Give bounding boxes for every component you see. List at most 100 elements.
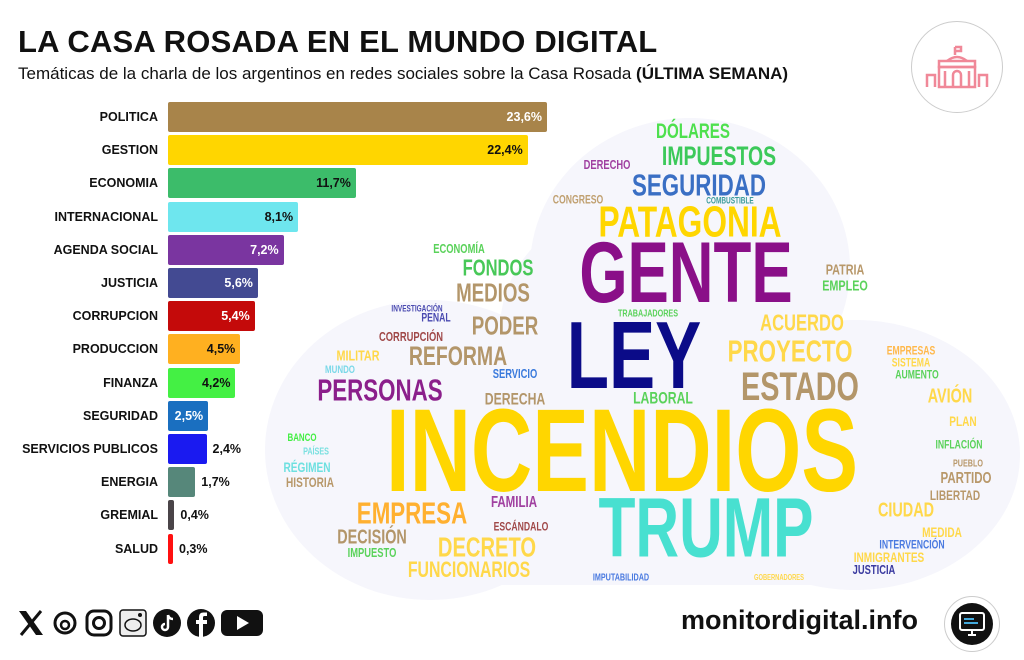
cloud-word: IMPUESTO [347,545,397,561]
category-label: ECONOMIA [89,176,158,191]
bar [168,467,196,498]
cloud-word: PAÍSES [303,446,329,458]
cloud-word: INTERVENCIÓN [879,537,945,552]
cloud-word: LIBERTAD [929,486,981,503]
cloud-word: INCENDIOS [385,384,859,517]
cloud-word: COMBUSTIBLE [706,195,754,206]
cloud-word: EMPLEO [822,277,868,295]
category-label: INTERNACIONAL [54,209,158,224]
bar [168,102,547,132]
value-label: 0,3% [179,541,208,556]
cloud-word: FONDOS [462,254,534,281]
category-label: SEGURIDAD [82,408,158,423]
value-label: 0,4% [180,508,209,523]
youtube-icon[interactable] [220,608,264,638]
cloud-word: PENAL [421,310,451,325]
reddit-icon[interactable] [118,608,148,638]
cloud-word: DECRETO [437,531,537,563]
cloud-word: ESCÁNDALO [493,519,549,534]
cloud-word: PERSONAS [317,372,443,408]
cloud-word: SERVICIO [492,366,538,382]
social-icons [16,608,264,638]
cloud-word: ACUERDO [760,309,844,336]
cloud-word: LEY [566,302,702,409]
cloud-word: CORRUPCIÓN [379,329,443,345]
site-url[interactable]: monitordigital.info [681,605,918,635]
cloud-word: INVESTIGACIÓN [391,303,443,314]
bar [168,367,236,398]
value-label: 5,6% [224,276,253,290]
bar [168,334,241,365]
cloud-word: MEDIDA [922,523,962,540]
cloud-word: IMPUESTOS [661,140,777,171]
cloud-word: GOBERNADORES [754,573,804,582]
bar [168,533,173,564]
value-label: 1,7% [201,475,230,490]
cloud-word: EMPRESA [356,495,468,531]
value-label: 23,6% [506,110,542,124]
cloud-word: EMPRESAS [886,343,936,358]
cloud-word: PROYECTO [727,333,853,369]
value-label: 22,4% [487,143,523,158]
cloud-word: REFORMA [408,340,508,371]
threads-icon[interactable] [50,608,80,638]
value-label: 11,7% [316,176,351,191]
casa-rosada-building-icon [925,45,989,89]
cloud-word: MUNDO [325,363,355,376]
cloud-word: PLAN [949,412,977,429]
cloud-word: JUSTICIA [852,562,896,578]
cloud-word: CIUDAD [877,499,935,522]
category-label: CORRUPCION [72,309,158,324]
category-label: GREMIAL [100,508,158,523]
cloud-word: TRUMP [598,480,814,575]
bar [168,434,207,464]
value-label: 4,2% [201,375,231,390]
x-icon[interactable] [16,608,46,638]
cloud-word: AVIÓN [927,385,973,408]
bar [168,168,356,199]
bar [168,268,258,298]
cloud-word: CONGRESO [552,192,604,207]
bar [168,500,175,531]
cloud-word: SEGURIDAD [632,167,766,203]
monitor-icon [944,596,1000,652]
cloud-word: PATRIA [825,261,865,279]
cloud-word: INFLACIÓN [935,437,983,452]
value-label: 2,5% [174,408,204,423]
category-label: POLITICA [99,110,158,124]
cloud-word: MEDIOS [456,277,530,308]
cloud-word: PATAGONIA [598,197,782,247]
category-label: SERVICIOS PUBLICOS [22,442,158,456]
subtitle-text: Temáticas de la charla de los argentinos… [18,64,632,83]
cloud-word: ECONOMÍA [433,241,485,257]
cloud-word: SISTEMA [891,355,931,370]
word-cloud: INCENDIOS GENTE LEY TRUMP PATAGONIA ESTADO SEG… [0,0,1020,600]
bar [168,400,209,431]
cloud-word: RÉGIMEN [283,458,331,475]
bar [168,135,528,166]
category-label: AGENDA SOCIAL [53,242,158,257]
category-label: PRODUCCION [72,342,158,357]
cloud-word: PARTIDO [940,470,992,487]
facebook-icon[interactable] [186,608,216,638]
value-label: 2,4% [212,442,242,456]
cloud-word: PUEBLO [952,458,984,470]
cloud-shape [430,380,850,585]
tiktok-icon[interactable] [152,608,182,638]
bar [168,234,284,265]
cloud-word: DERECHO [583,157,631,173]
bar-chart: POLITICA 23,6% GESTION 22,4% ECONOMIA 11,7% IN… [0,0,547,564]
instagram-icon[interactable] [84,608,114,638]
value-label: 7,2% [250,242,279,257]
cloud-word: FUNCIONARIOS [407,556,531,582]
cloud-word: DERECHA [484,389,546,409]
cloud-word: DÓLARES [656,120,730,144]
category-label: FINANZA [103,375,158,390]
value-label: 5,4% [221,309,250,324]
category-label: JUSTICIA [101,276,158,290]
cloud-word: BANCO [287,431,317,444]
cloud-word: DECISIÓN [337,526,407,549]
page-subtitle: Temáticas de la charla de los argentinos… [18,64,788,84]
category-label: SALUD [114,541,158,556]
cloud-word: FAMILIA [490,494,538,511]
